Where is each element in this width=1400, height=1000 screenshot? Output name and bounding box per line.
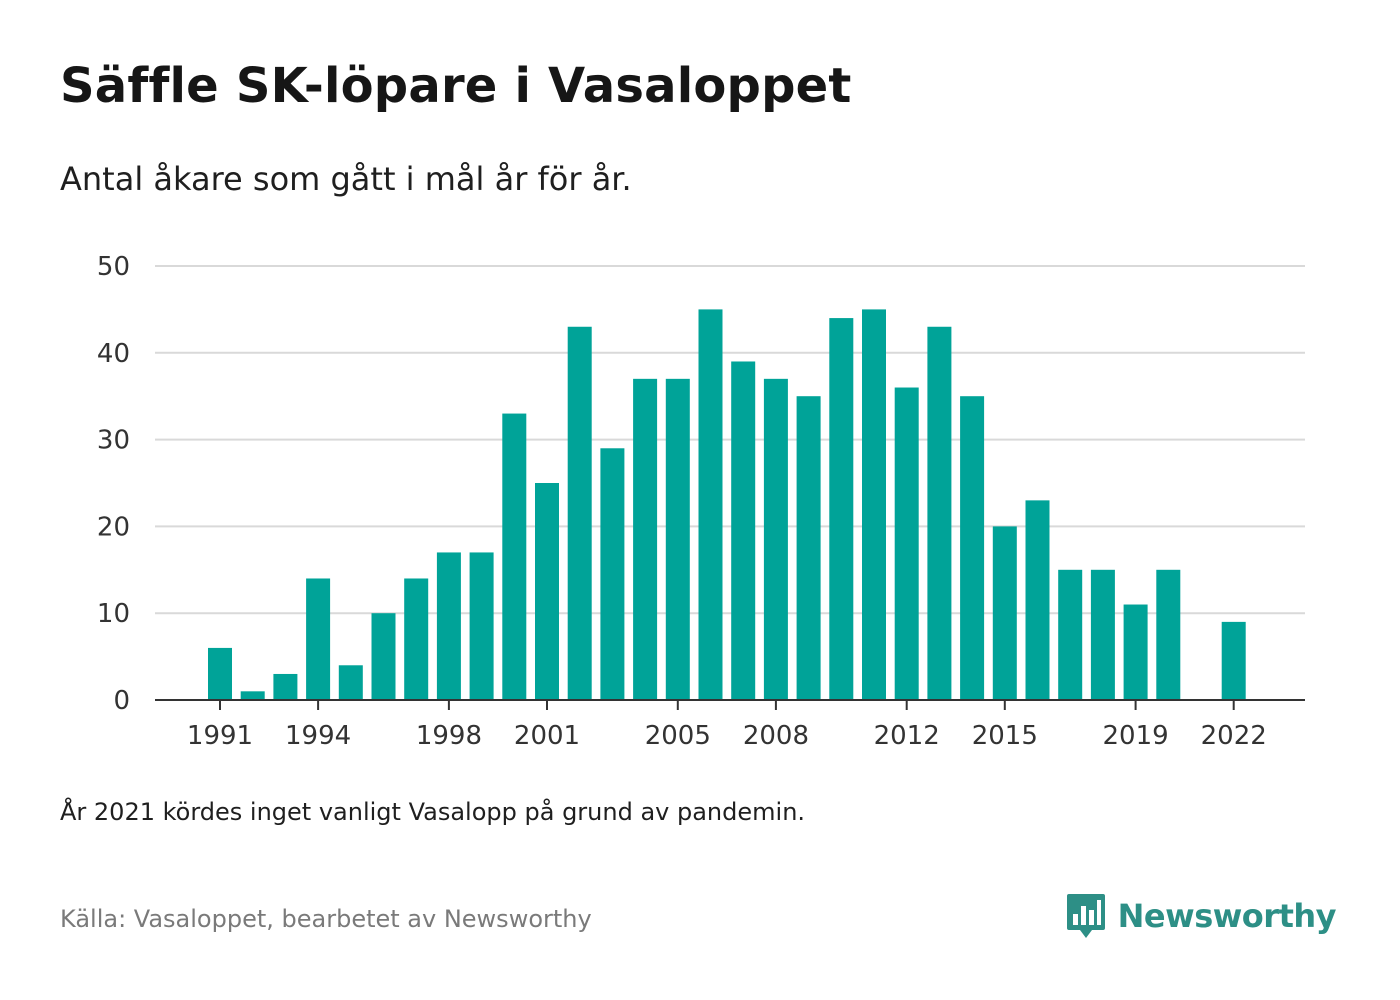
y-tick-label: 50 [97, 252, 130, 282]
x-tick-label: 1991 [187, 721, 253, 751]
bars [208, 309, 1246, 700]
y-tick-label: 40 [97, 339, 130, 369]
bar-2022 [1221, 621, 1246, 700]
bar-chart-speech-bubble-icon [1066, 894, 1105, 938]
bar-2016 [1025, 500, 1050, 700]
bar-2011 [862, 309, 886, 700]
bar-1995 [338, 665, 363, 700]
gridlines [155, 265, 1305, 615]
x-tick-label: 2005 [645, 721, 711, 751]
chart-title: Säffle SK-löpare i Vasaloppet [60, 58, 852, 114]
bar-2017 [1058, 569, 1083, 700]
bar-2006 [698, 309, 723, 700]
bar-2012 [894, 387, 919, 700]
bar-2002 [567, 326, 592, 700]
y-tick-label: 20 [97, 512, 130, 542]
brand-name: Newsworthy [1117, 897, 1337, 935]
newsworthy-logo: Newsworthy [1066, 892, 1337, 940]
bar-1997 [404, 578, 429, 700]
chart-subtitle: Antal åkare som gått i mål år för år. [60, 160, 632, 198]
x-tick-label: 1998 [416, 721, 482, 751]
x-tick-label: 2019 [1103, 721, 1169, 751]
bar-2018 [1090, 569, 1115, 700]
bar-2005 [665, 378, 690, 700]
axes: 0 10 20 30 40 50 1991 1994 1998 2001 2005 2008 2012 2… [97, 252, 1305, 751]
bar-2015 [992, 526, 1017, 700]
x-tick-label: 2001 [514, 721, 580, 751]
bar-2020 [1156, 569, 1181, 700]
bar-2019 [1123, 604, 1148, 700]
bar-1992 [240, 691, 265, 700]
bar-1991 [208, 647, 232, 700]
x-tick-label: 2012 [874, 721, 940, 751]
x-tick-label: 1994 [285, 721, 351, 751]
y-tick-label: 0 [113, 686, 130, 716]
bar-2013 [927, 326, 952, 700]
bar-1999 [469, 552, 494, 700]
bar-2001 [535, 483, 559, 700]
bar-1998 [436, 552, 461, 700]
bar-2004 [633, 378, 658, 700]
bar-1993 [273, 673, 298, 700]
bar-2003 [600, 448, 625, 700]
x-tick-label: 2015 [972, 721, 1038, 751]
bar-1996 [371, 613, 396, 700]
x-tick-label: 2008 [743, 721, 809, 751]
bar-1994 [306, 578, 331, 700]
x-tick-label: 2022 [1201, 721, 1267, 751]
y-tick-label: 30 [97, 426, 130, 456]
bar-2000 [502, 413, 527, 700]
bar-2008 [763, 378, 788, 700]
bar-2007 [731, 361, 756, 700]
footnote: År 2021 kördes inget vanligt Vasalopp på… [60, 798, 806, 826]
y-tick-label: 10 [97, 599, 130, 629]
bar-2010 [829, 318, 854, 700]
bar-2009 [796, 396, 821, 700]
source-text: Källa: Vasaloppet, bearbetet av Newswort… [60, 905, 592, 933]
bar-2014 [960, 396, 985, 700]
